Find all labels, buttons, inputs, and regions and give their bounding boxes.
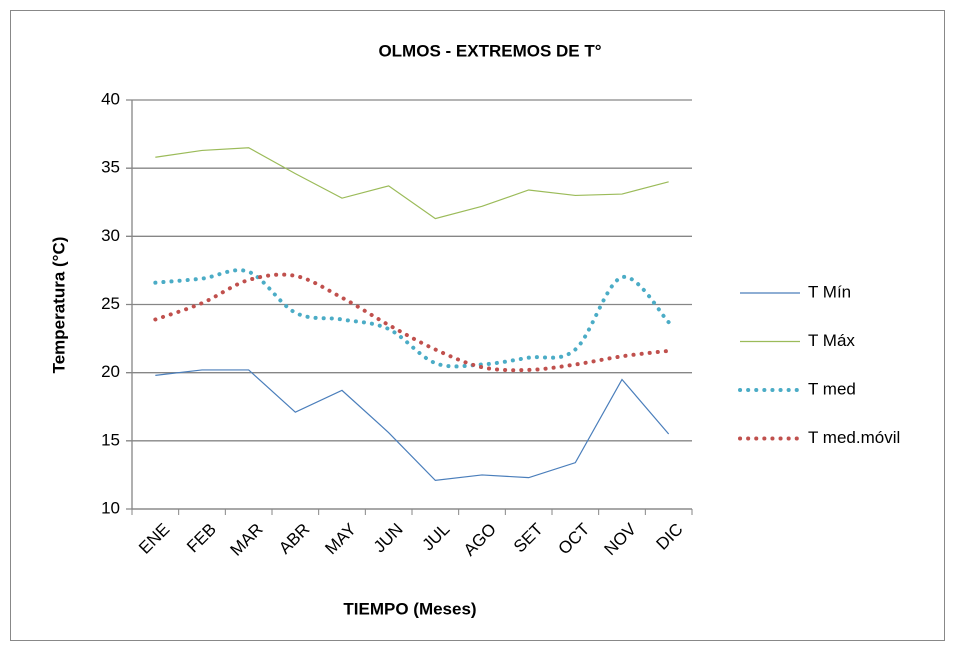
y-tick-label: 10 — [101, 498, 120, 517]
series-line — [153, 272, 671, 373]
y-tick-label: 40 — [101, 89, 120, 108]
y-tick-label: 15 — [101, 430, 120, 449]
chart-title: OLMOS - EXTREMOS DE T° — [378, 41, 601, 60]
y-tick-label: 30 — [101, 226, 120, 245]
y-tick-label: 20 — [101, 362, 120, 381]
legend-label: T Máx — [808, 331, 855, 350]
series-line — [153, 268, 671, 369]
y-tick-label: 35 — [101, 158, 120, 177]
series-line — [155, 369, 670, 482]
series-line — [155, 147, 669, 220]
y-axis-label: Temperatura (°C) — [49, 237, 68, 374]
chart-frame — [10, 10, 945, 641]
y-tick-label: 25 — [101, 294, 120, 313]
legend-label: T med — [808, 379, 856, 398]
legend-label: T med.móvil — [808, 428, 900, 447]
legend-label: T Mín — [808, 282, 851, 301]
x-axis-label: TIEMPO (Meses) — [343, 599, 476, 618]
